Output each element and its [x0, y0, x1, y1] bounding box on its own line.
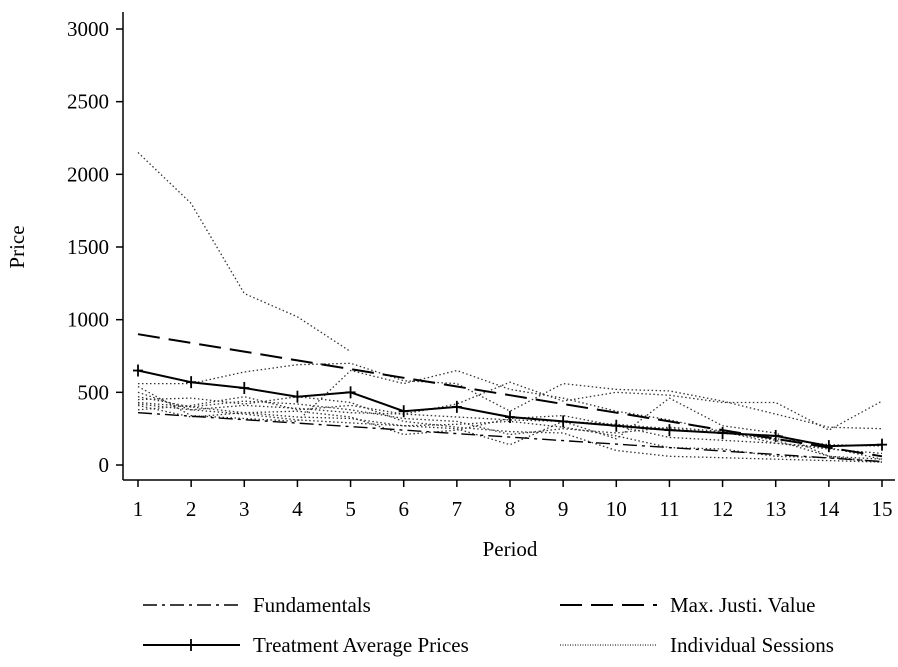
average-price-point [186, 376, 197, 389]
y-axis-title: Price [5, 225, 29, 268]
legend-label: Individual Sessions [670, 633, 834, 657]
x-axis-title: Period [483, 537, 538, 561]
fundamentals-line [137, 412, 883, 463]
average-price-point [611, 419, 622, 432]
y-tick-label: 1000 [67, 308, 109, 332]
legend-label: Max. Justi. Value [670, 593, 815, 617]
y-tick-label: 1500 [67, 235, 109, 259]
average-price-point [717, 427, 728, 440]
x-tick-label: 11 [659, 497, 679, 521]
individual-session-line [137, 397, 883, 463]
individual-session-line [137, 400, 883, 460]
x-tick-label: 3 [239, 497, 250, 521]
individual-session-line [137, 396, 883, 463]
x-tick-label: 13 [765, 497, 786, 521]
average-price-point [133, 364, 143, 377]
x-tick-label: 2 [186, 497, 197, 521]
average-price-point [239, 381, 250, 394]
average-price-point [823, 440, 834, 453]
y-tick-label: 500 [78, 380, 110, 404]
x-tick-label: 12 [712, 497, 733, 521]
legend-label: Treatment Average Prices [253, 633, 469, 657]
x-tick-label: 6 [398, 497, 409, 521]
y-ticks: 0 500 1000 1500 2000 2500 3000 [67, 17, 123, 477]
x-tick-label: 1 [133, 497, 144, 521]
x-tick-label: 7 [452, 497, 463, 521]
individual-session-line [138, 362, 883, 430]
x-tick-label: 5 [345, 497, 356, 521]
individual-session-line [137, 396, 883, 463]
average-price-point [770, 429, 781, 442]
average-price-point [451, 400, 462, 413]
average-price-point [877, 438, 887, 451]
y-tick-label: 2500 [67, 90, 109, 114]
average-price-point [398, 405, 409, 418]
average-price-point [292, 390, 303, 403]
individual-session-line [137, 404, 883, 455]
legend-plus-marker [186, 639, 196, 651]
x-tick-label: 10 [606, 497, 627, 521]
average-price-point [558, 415, 569, 428]
average-price-point [505, 411, 515, 424]
y-tick-label: 0 [99, 453, 110, 477]
legend: Fundamentals Max. Justi. Value Treatment A… [143, 593, 834, 657]
plot-area [133, 152, 887, 463]
y-tick-label: 3000 [67, 17, 109, 41]
x-ticks: 1 2 3 4 5 6 7 8 9 10 11 12 13 14 15 [133, 480, 893, 521]
average-price-point [664, 424, 675, 437]
legend-label: Fundamentals [253, 593, 371, 617]
x-tick-label: 8 [505, 497, 516, 521]
y-tick-label: 2000 [67, 162, 109, 186]
x-tick-label: 9 [558, 497, 569, 521]
x-tick-label: 4 [292, 497, 303, 521]
x-tick-label: 15 [872, 497, 893, 521]
max-justi-value-line [137, 333, 883, 458]
individual-session-line [137, 152, 351, 353]
average-price-point [345, 386, 356, 399]
x-tick-label: 14 [818, 497, 840, 521]
